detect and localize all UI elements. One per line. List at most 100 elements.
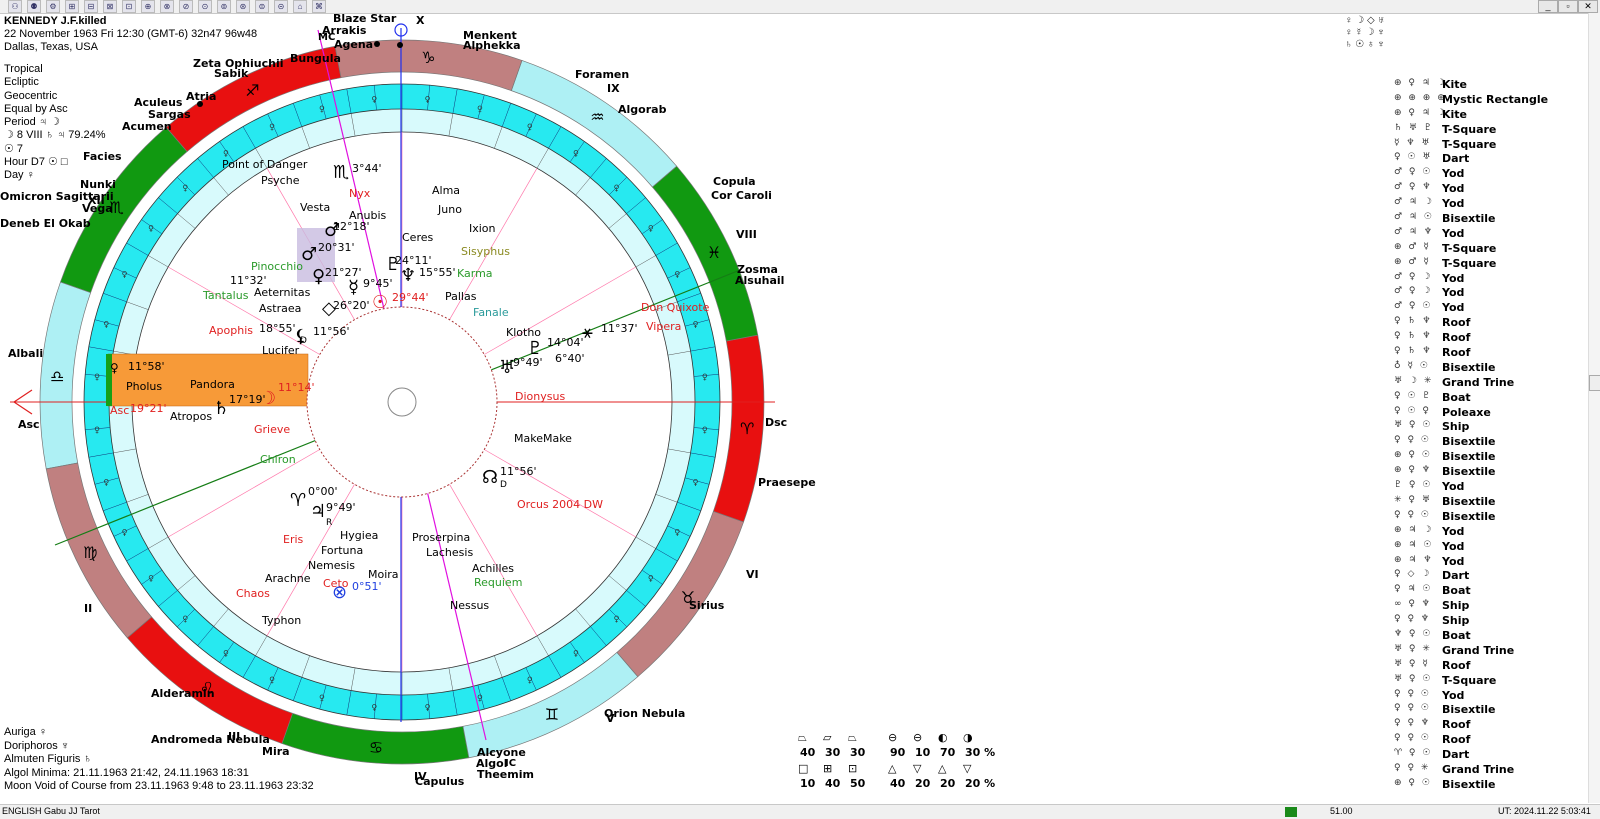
aspect-pattern-row[interactable]: ♀ ♄ ♆Roof <box>1390 346 1595 361</box>
planet-degree: 26°20' <box>333 299 370 312</box>
toolbar-button[interactable]: ⌂ <box>293 0 307 13</box>
restore-button[interactable]: ▫ <box>1558 0 1578 13</box>
aspect-pattern-row[interactable]: ♀ ☉ ♀Poleaxe <box>1390 406 1595 421</box>
toolbar-button[interactable]: ⊗ <box>160 0 174 13</box>
aspect-pattern-name: Mystic Rectangle <box>1442 93 1548 106</box>
asc-label: Asc <box>18 418 40 431</box>
aspect-pattern-row[interactable]: ♀ ♀ ♆Roof <box>1390 718 1595 733</box>
aspect-pattern-row[interactable]: ♅ ♀ ☿Roof <box>1390 659 1595 674</box>
toolbar-button[interactable]: ⊚ <box>217 0 231 13</box>
point-label: Lachesis <box>426 546 473 559</box>
toolbar-button[interactable]: ⊠ <box>103 0 117 13</box>
aspect-pattern-glyphs: ♂ ♃ ♆ <box>1394 227 1434 237</box>
aspect-pattern-row[interactable]: ⊕ ♀ ♃ ☽Kite <box>1390 78 1595 93</box>
planet-degree: 18°55' <box>259 322 296 335</box>
aspect-pattern-name: Yod <box>1442 301 1464 314</box>
stat-glyph: ⊡ <box>848 762 857 775</box>
point-label-red: Chaos <box>236 587 270 600</box>
aspect-pattern-name: Bisextile <box>1442 703 1496 716</box>
decan-glyph: ♀ <box>223 149 229 158</box>
toolbar-button[interactable]: ⊝ <box>274 0 288 13</box>
aspect-pattern-row[interactable]: ⊕ ♃ ☽Yod <box>1390 525 1595 540</box>
aspect-pattern-name: T-Square <box>1442 674 1496 687</box>
aspect-pattern-row[interactable]: ⊕ ♀ ♃ ☽Kite <box>1390 108 1595 123</box>
aspect-pattern-row[interactable]: ⊕ ♂ ☿T-Square <box>1390 242 1595 257</box>
toolbar-button[interactable]: ⚉ <box>27 0 41 13</box>
aspect-pattern-glyphs: ✳ ♀ ♅ <box>1394 495 1432 505</box>
point-label: Ixion <box>469 222 496 235</box>
stat-value: 50 <box>850 777 865 790</box>
aspect-pattern-row[interactable]: ♂ ♀ ☽Yod <box>1390 272 1595 287</box>
aspect-pattern-row[interactable]: ♂ ♀ ♆Yod <box>1390 182 1595 197</box>
aspect-pattern-row[interactable]: ♅ ♀ ☉T-Square <box>1390 674 1595 689</box>
aspect-pattern-name: Yod <box>1442 286 1464 299</box>
point-label-red: Don Quixote <box>641 301 710 314</box>
fixed-star-label: Theemim <box>477 768 534 781</box>
aspect-pattern-row[interactable]: ⊕ ♃ ☉Yod <box>1390 540 1595 555</box>
aspect-pattern-row[interactable]: ♀ ♀ ☉Bisextile <box>1390 435 1595 450</box>
decan-glyph: ♀ <box>122 270 128 279</box>
aspect-pattern-row[interactable]: ♀ ♄ ♆Roof <box>1390 331 1595 346</box>
aspect-pattern-glyphs: ♀ ☉ ♇ <box>1394 391 1432 401</box>
stat-value: 10 <box>915 746 930 759</box>
aspect-pattern-row[interactable]: ♀ ☉ ♇Boat <box>1390 391 1595 406</box>
aspect-pattern-row[interactable]: ⊕ ♀ ☉Bisextile <box>1390 778 1595 793</box>
aspect-pattern-row[interactable]: ∞ ♀ ♆Ship <box>1390 599 1595 614</box>
fixed-star-label: Sirius <box>689 599 725 612</box>
aspect-pattern-row[interactable]: ♀ ♀ ☉Bisextile <box>1390 510 1595 525</box>
stat-value: 30 % <box>965 746 995 759</box>
aspect-pattern-row[interactable]: ⊕ ⊕ ⊕ ⊕Mystic Rectangle <box>1390 93 1595 108</box>
aspect-pattern-row[interactable]: ♂ ♀ ☽Yod <box>1390 286 1595 301</box>
aspect-pattern-row[interactable]: ♂ ♀ ☉Yod <box>1390 167 1595 182</box>
toolbar-button[interactable]: ⊜ <box>255 0 269 13</box>
star-dot <box>397 42 403 48</box>
toolbar-button[interactable]: ⊡ <box>122 0 136 13</box>
toolbar-button[interactable]: ⚇ <box>8 0 22 13</box>
aspect-pattern-row[interactable]: ♂ ♃ ☽Yod <box>1390 197 1595 212</box>
toolbar-button[interactable]: ⌘ <box>312 0 326 13</box>
bottom-info-line: Algol Minima: 21.11.1963 21:42, 24.11.19… <box>4 767 314 781</box>
planet-glyph: ☊ <box>482 467 498 488</box>
aspect-pattern-name: Kite <box>1442 78 1467 91</box>
aspect-pattern-row[interactable]: ⊕ ♂ ☿T-Square <box>1390 257 1595 272</box>
aspect-pattern-row[interactable]: ♀ ♃ ☉Boat <box>1390 584 1595 599</box>
toolbar-button[interactable]: ⊛ <box>236 0 250 13</box>
aspect-pattern-row[interactable]: ✳ ♀ ♅Bisextile <box>1390 495 1595 510</box>
aspect-pattern-row[interactable]: ♀ ♀ ♆Ship <box>1390 614 1595 629</box>
toolbar-button[interactable]: ⊞ <box>65 0 79 13</box>
aspect-pattern-row[interactable]: ♂ ♃ ♆Yod <box>1390 227 1595 242</box>
toolbar-button[interactable]: ⊕ <box>141 0 155 13</box>
aspect-pattern-row[interactable]: ♀ ◇ ☽Dart <box>1390 569 1595 584</box>
planet-degree: 14°04' <box>547 336 584 349</box>
aspect-pattern-row[interactable]: ♀ ♀ ☉Yod <box>1390 689 1595 704</box>
aspect-pattern-row[interactable]: ♂ ♀ ☉Yod <box>1390 301 1595 316</box>
point-label: Fortuna <box>321 544 363 557</box>
minimize-button[interactable]: _ <box>1538 0 1558 13</box>
zodiac-sign-glyph: ♒ <box>590 107 604 126</box>
aspect-pattern-row[interactable]: ♀ ♄ ♆Roof <box>1390 316 1595 331</box>
toolbar-button[interactable]: ⚙ <box>46 0 60 13</box>
aspect-pattern-row[interactable]: ⊕ ♃ ♆Yod <box>1390 555 1595 570</box>
aspect-pattern-row[interactable]: ⊕ ♀ ♆Bisextile <box>1390 465 1595 480</box>
close-button[interactable]: ✕ <box>1578 0 1598 13</box>
aspect-pattern-row[interactable]: ♇ ♀ ☉Yod <box>1390 480 1595 495</box>
toolbar-button[interactable]: ⊟ <box>84 0 98 13</box>
aspect-pattern-row[interactable]: ☿ ♆ ♅T-Square <box>1390 138 1595 153</box>
aspect-pattern-row[interactable]: ♀ ♀ ☉Bisextile <box>1390 703 1595 718</box>
toolbar-button[interactable]: ⊘ <box>179 0 193 13</box>
toolbar-button[interactable]: ⊙ <box>198 0 212 13</box>
aspect-pattern-row[interactable]: ♅ ♀ ✳Grand Trine <box>1390 644 1595 659</box>
aspect-pattern-row[interactable]: ♀ ♀ ✳Grand Trine <box>1390 763 1595 778</box>
aspect-pattern-row[interactable]: ⊕ ♀ ☉Bisextile <box>1390 450 1595 465</box>
aspect-pattern-row[interactable]: ♈ ♀ ☉Dart <box>1390 748 1595 763</box>
aspect-pattern-row[interactable]: ♁ ☿ ☉Bisextile <box>1390 361 1595 376</box>
natal-chart-wheel[interactable]: ♐♏♎♍♌♋♊♉♈♓♒♑♀♀♀♀♀♀♀♀♀♀♀♀♀♀♀♀♀♀♀♀♀♀♀♀♀♀♀♀… <box>0 13 880 803</box>
fixed-star-label: Algorab <box>618 103 667 116</box>
aspect-pattern-row[interactable]: ♆ ♀ ☉Boat <box>1390 629 1595 644</box>
aspect-pattern-row[interactable]: ♅ ☽ ✳Grand Trine <box>1390 376 1595 391</box>
aspect-pattern-row[interactable]: ♂ ♃ ☉Bisextile <box>1390 212 1595 227</box>
aspect-pattern-row[interactable]: ♀ ☉ ♅Dart <box>1390 152 1595 167</box>
aspect-pattern-row[interactable]: ♄ ♅ ♇T-Square <box>1390 123 1595 138</box>
aspect-pattern-row[interactable]: ♅ ♀ ☉Ship <box>1390 420 1595 435</box>
aspect-pattern-row[interactable]: ♀ ♀ ☉Roof <box>1390 733 1595 748</box>
